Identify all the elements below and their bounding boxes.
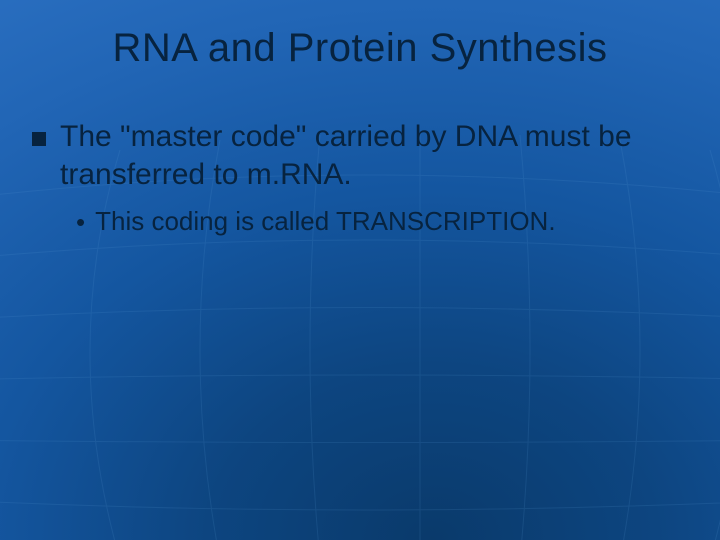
bullet-level-2: • This coding is called TRANSCRIPTION. xyxy=(76,205,688,239)
square-bullet-icon xyxy=(32,132,46,146)
sub-bullet-text: This coding is called TRANSCRIPTION. xyxy=(95,205,555,239)
dot-bullet-icon: • xyxy=(76,207,85,238)
globe-grid-decoration xyxy=(0,0,720,540)
slide: RNA and Protein Synthesis The "master co… xyxy=(0,0,720,540)
slide-title: RNA and Protein Synthesis xyxy=(0,26,720,71)
bullet-level-1: The "master code" carried by DNA must be… xyxy=(32,118,688,195)
bullet-text: The "master code" carried by DNA must be… xyxy=(60,118,688,195)
slide-body: The "master code" carried by DNA must be… xyxy=(32,118,688,239)
